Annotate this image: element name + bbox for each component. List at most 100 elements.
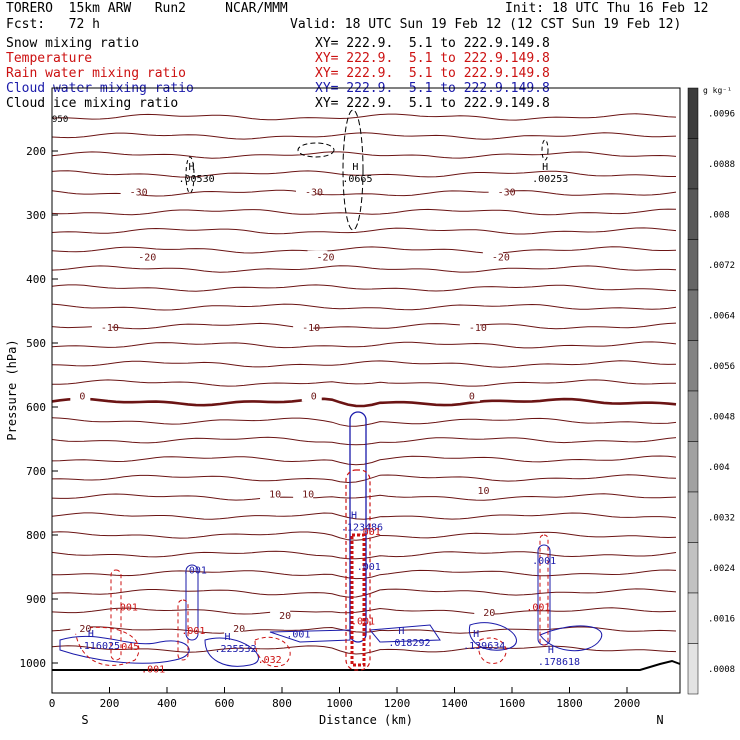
isotherm-line [51, 189, 677, 197]
isotherm-line [51, 113, 677, 121]
isotherm-line [51, 360, 677, 368]
contour-value-label: .001 [183, 565, 207, 576]
y-tick-label: 700 [26, 465, 46, 478]
isotherm-label: 0 [311, 391, 317, 402]
maximum-value: .139634 [463, 641, 505, 652]
rain-contour [177, 599, 189, 661]
y-tick-label: 400 [26, 273, 46, 286]
maximum-marker: H [88, 629, 94, 640]
isotherm-label-bg [488, 185, 509, 198]
plot-frame [51, 87, 681, 694]
colorbar-swatch [687, 87, 699, 139]
colorbar-label: .004 [708, 463, 730, 473]
isotherm-label: -20 [317, 253, 335, 264]
cloud-water-contour [468, 622, 517, 651]
isotherm-label: -10 [302, 323, 320, 334]
isotherm-label: -10 [101, 323, 119, 334]
isotherm-label-bg [296, 185, 316, 198]
colorbar-label: .0096 [708, 109, 735, 119]
cloud-water-contour [369, 624, 441, 643]
isotherm-label-bg [474, 605, 495, 618]
colorbar-label: .0088 [708, 160, 735, 170]
isotherm-label: 10 [478, 486, 490, 497]
maximum-value: .116025 [78, 641, 120, 652]
xy-text-cloud-ice: XY= 222.9. 5.1 to 222.9.149.8 [315, 96, 550, 111]
rain-contour [74, 626, 140, 666]
isotherm-label: 20 [233, 624, 245, 635]
field-name-rain: Rain water mixing ratio [6, 66, 187, 81]
maximum-value: .0665 [342, 174, 372, 185]
xy-text-snow: XY= 222.9. 5.1 to 222.9.149.8 [315, 36, 550, 51]
isotherm-label-bg [70, 389, 91, 402]
isotherm-label: 0 [469, 391, 475, 402]
isotherm-label-bg [482, 250, 503, 263]
surface-line [52, 659, 681, 671]
colorbar-label: .0056 [708, 362, 735, 372]
x-tick-label: 800 [272, 697, 292, 710]
colorbar-label: .0064 [708, 311, 735, 321]
isotherm-label-bg [307, 250, 328, 263]
isotherm-label-bg [301, 389, 322, 402]
colorbar-label: .0024 [708, 564, 735, 574]
x-tick-label: 200 [100, 697, 120, 710]
snow-contour [342, 109, 364, 231]
south-label: S [81, 713, 88, 727]
maximum-marker: H [398, 626, 404, 637]
top-pressure-label: 950 [52, 115, 68, 125]
contour-value-label: .001 [357, 562, 381, 573]
rain-contour [345, 469, 371, 671]
isotherm-label-bg [120, 185, 141, 198]
isotherm-line [52, 379, 676, 387]
colorbar-swatch [687, 239, 699, 291]
isotherm-line [51, 417, 677, 427]
rain-contour [110, 569, 122, 661]
isotherm-line [51, 626, 677, 634]
model-title: TORERO 15km ARW Run2 NCAR/MMM [6, 1, 288, 16]
snow-contour [185, 156, 195, 194]
y-axis-label: Pressure (hPa) [5, 339, 19, 440]
isotherm-label-bg [224, 621, 245, 634]
y-tick-label: 300 [26, 209, 46, 222]
colorbar-swatch [687, 390, 699, 442]
colorbar-swatch [687, 643, 699, 695]
isotherm-line [51, 474, 677, 484]
cloud-water-contour [269, 629, 351, 643]
isotherm-label: 20 [79, 624, 91, 635]
rain-contour [539, 534, 549, 646]
maximum-marker: H [224, 632, 230, 643]
isotherm-label-bg [459, 389, 480, 402]
colorbar-label: .008 [708, 210, 730, 220]
isotherm-line [51, 397, 677, 408]
isotherm-line [51, 455, 677, 466]
rain-contour [478, 637, 507, 664]
contour-value-label: .032 [258, 655, 282, 666]
y-tick-label: 1000 [20, 657, 47, 670]
maximum-marker: H [189, 162, 195, 173]
y-tick-label: 600 [26, 401, 46, 414]
isotherm-label-bg [129, 250, 150, 263]
cloud-water-contour [539, 625, 603, 652]
colorbar-label: .0008 [708, 665, 735, 675]
colorbar-label: .0048 [708, 412, 735, 422]
maximum-marker: H [548, 645, 554, 656]
isotherm-label: -10 [469, 323, 487, 334]
cloud-water-contour [59, 635, 190, 664]
colorbar-unit: g kg⁻¹ [703, 86, 732, 95]
isotherm-label: 0 [79, 391, 85, 402]
xy-text-temperature: XY= 222.9. 5.1 to 222.9.149.8 [315, 51, 550, 66]
isotherm-line [51, 227, 677, 235]
contour-value-label: .001 [181, 626, 205, 637]
isotherm-label-bg [293, 487, 314, 500]
isotherm-label-bg [91, 321, 112, 333]
isotherm-label-bg [270, 609, 291, 621]
north-label: N [656, 713, 663, 727]
ice-contour [297, 142, 335, 158]
contour-value-label: .001 [141, 665, 165, 676]
cloud-water-contour [349, 411, 367, 643]
x-axis-label: Distance (km) [319, 713, 413, 727]
maximum-value: .178618 [538, 657, 580, 668]
maximum-marker: H [352, 162, 358, 173]
maximum-value: .018292 [388, 638, 430, 649]
isotherm-line [51, 284, 677, 292]
